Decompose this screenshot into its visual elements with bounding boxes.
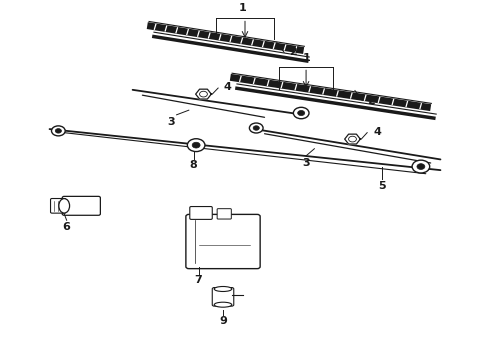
Text: 3: 3 bbox=[167, 117, 174, 127]
Text: 2: 2 bbox=[289, 48, 297, 57]
Text: 8: 8 bbox=[190, 160, 197, 170]
Polygon shape bbox=[196, 89, 211, 99]
FancyBboxPatch shape bbox=[212, 288, 234, 306]
Circle shape bbox=[51, 126, 65, 136]
FancyBboxPatch shape bbox=[190, 207, 212, 219]
Text: 4: 4 bbox=[224, 82, 232, 92]
Circle shape bbox=[192, 142, 200, 148]
FancyBboxPatch shape bbox=[50, 198, 66, 213]
Circle shape bbox=[297, 111, 305, 116]
FancyBboxPatch shape bbox=[62, 196, 100, 215]
Circle shape bbox=[417, 164, 425, 170]
Text: 5: 5 bbox=[378, 181, 386, 191]
Polygon shape bbox=[344, 134, 360, 144]
Ellipse shape bbox=[214, 302, 232, 307]
Text: 2: 2 bbox=[367, 95, 375, 105]
Circle shape bbox=[55, 129, 61, 133]
Text: 4: 4 bbox=[373, 127, 381, 137]
Text: 1: 1 bbox=[302, 53, 310, 63]
Circle shape bbox=[187, 139, 205, 152]
FancyBboxPatch shape bbox=[186, 215, 260, 269]
Text: 1: 1 bbox=[239, 3, 246, 13]
FancyBboxPatch shape bbox=[217, 209, 231, 219]
Circle shape bbox=[294, 107, 309, 119]
Circle shape bbox=[249, 123, 263, 133]
Circle shape bbox=[253, 126, 259, 130]
Text: 9: 9 bbox=[219, 316, 227, 327]
Ellipse shape bbox=[214, 287, 232, 292]
Ellipse shape bbox=[59, 199, 70, 213]
Text: 7: 7 bbox=[195, 275, 202, 285]
Circle shape bbox=[412, 160, 430, 173]
Text: 3: 3 bbox=[302, 158, 310, 168]
Text: 6: 6 bbox=[63, 222, 71, 232]
